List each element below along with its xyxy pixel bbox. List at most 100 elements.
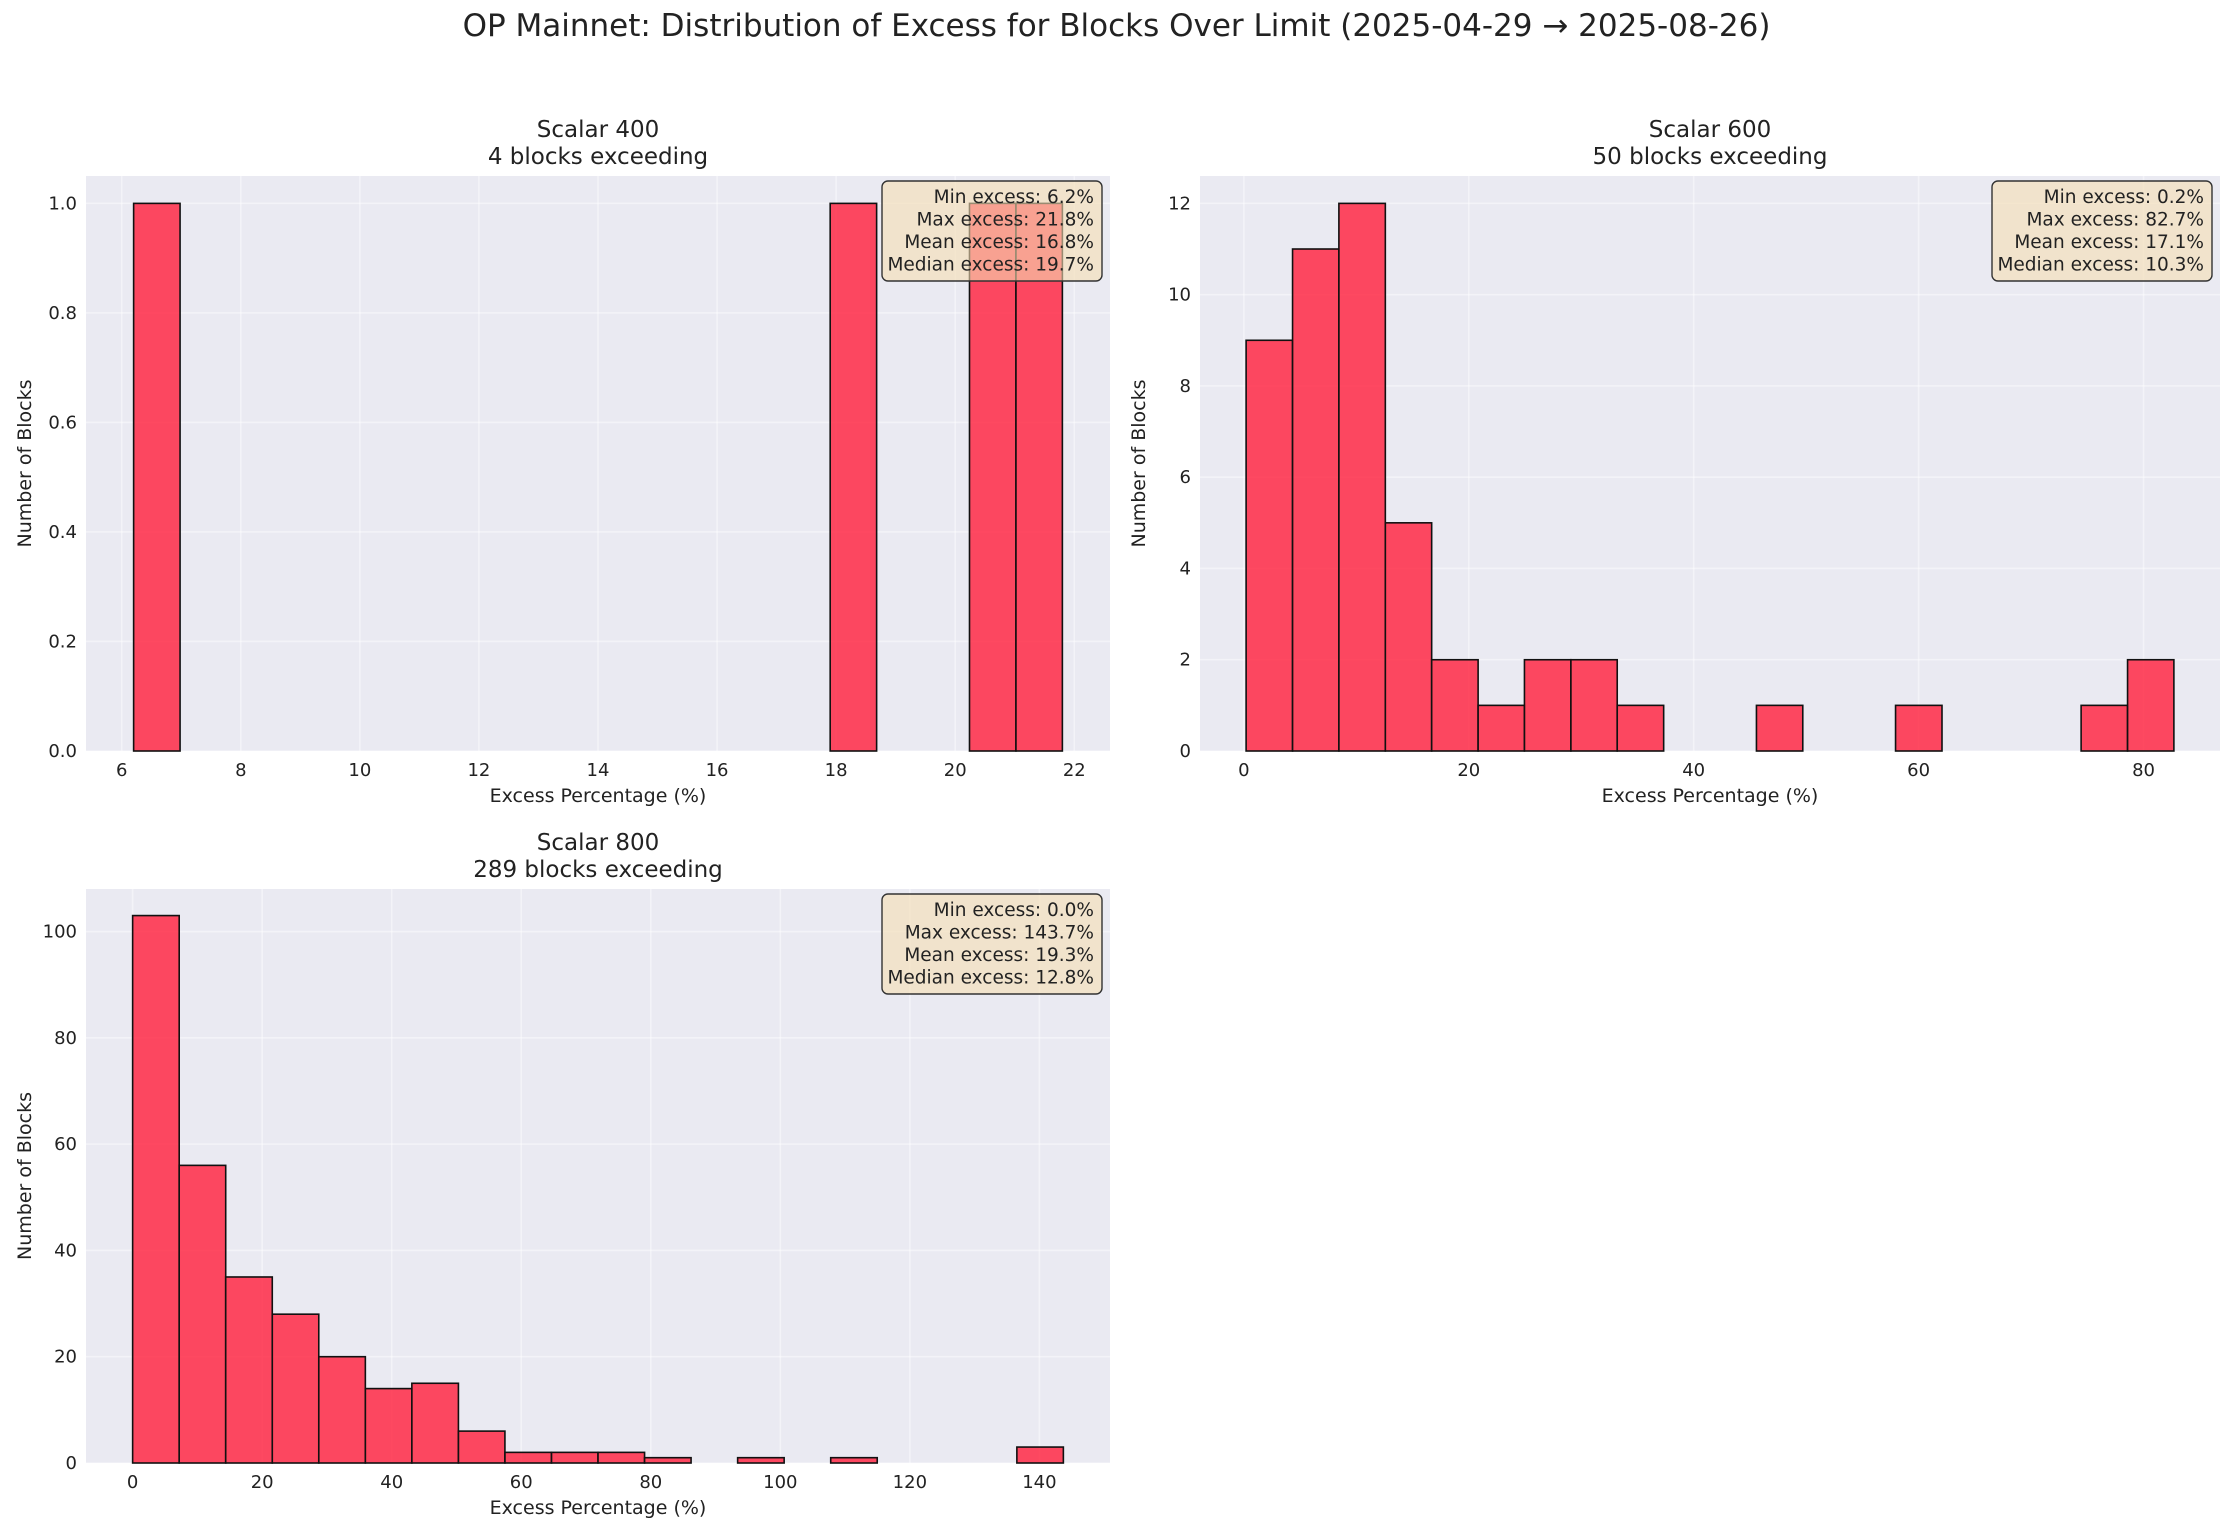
y-axis-label: Number of Blocks: [14, 379, 36, 547]
y-tick-label: 2: [1180, 650, 1191, 671]
y-tick-label: 1.0: [48, 193, 77, 214]
y-tick-label: 0: [1180, 741, 1191, 762]
x-tick-label: 0: [127, 1472, 138, 1493]
x-tick-label: 16: [706, 760, 729, 781]
histogram-bar: [1617, 705, 1663, 751]
histogram-bar: [272, 1314, 319, 1463]
x-tick-label: 60: [510, 1472, 533, 1493]
chart-title: Scalar 800: [537, 830, 660, 856]
x-tick-label: 20: [251, 1472, 274, 1493]
y-tick-label: 0.6: [48, 412, 77, 433]
histogram-bar: [1339, 203, 1385, 751]
y-tick-label: 6: [1180, 467, 1191, 488]
x-tick-label: 18: [825, 760, 848, 781]
histogram-bar: [1524, 660, 1570, 751]
y-tick-label: 80: [54, 1028, 77, 1049]
y-tick-label: 0.2: [48, 631, 77, 652]
x-axis-label: Excess Percentage (%): [1602, 785, 1819, 807]
histogram-bar: [598, 1452, 645, 1463]
y-tick-label: 40: [54, 1240, 77, 1261]
stats-line: Mean excess: 17.1%: [2014, 232, 2204, 253]
y-tick-label: 0: [66, 1453, 77, 1474]
x-tick-label: 6: [116, 760, 127, 781]
x-axis-label: Excess Percentage (%): [490, 785, 707, 807]
x-tick-label: 60: [1907, 760, 1930, 781]
chart-subtitle: 4 blocks exceeding: [488, 144, 708, 170]
chart-subtitle: 289 blocks exceeding: [473, 857, 723, 883]
y-tick-label: 100: [43, 922, 77, 943]
x-tick-label: 8: [235, 760, 246, 781]
x-tick-label: 22: [1063, 760, 1086, 781]
x-tick-label: 140: [1022, 1472, 1056, 1493]
chart-panel-1: 6 8 10 12 14 16 18 20 22 0.0 0.2 0.4 0.6 0.8 1.0 Excess…: [14, 117, 1110, 807]
histogram-bar: [738, 1458, 785, 1463]
x-tick-label: 80: [2132, 760, 2155, 781]
histogram-bar: [1385, 523, 1431, 751]
histogram-bar: [1016, 203, 1062, 751]
stats-line: Max excess: 143.7%: [905, 923, 1094, 944]
chart-panel-3: 0 20 40 60 80 100 120 140 0 20 40 60 80 100 Excess Per…: [14, 830, 1110, 1519]
x-tick-label: 40: [380, 1472, 403, 1493]
x-tick-label: 80: [639, 1472, 662, 1493]
x-tick-label: 14: [587, 760, 610, 781]
histogram-bar: [179, 1165, 226, 1463]
histogram-bar: [133, 916, 180, 1463]
histogram-bar: [505, 1452, 552, 1463]
histogram-bar: [319, 1357, 366, 1463]
histogram-bar: [365, 1389, 412, 1463]
y-tick-label: 60: [54, 1134, 77, 1155]
x-tick-label: 0: [1238, 760, 1249, 781]
y-tick-label: 12: [1168, 193, 1191, 214]
histogram-bar: [2128, 660, 2174, 751]
y-tick-label: 4: [1180, 558, 1191, 579]
stats-line: Min excess: 0.2%: [2044, 187, 2204, 208]
stats-line: Max excess: 82.7%: [2026, 210, 2204, 231]
histogram-bar: [134, 203, 180, 751]
x-axis-label: Excess Percentage (%): [490, 1497, 707, 1519]
stats-line: Median excess: 12.8%: [887, 968, 1094, 989]
y-tick-label: 10: [1168, 285, 1191, 306]
histogram-bar: [1246, 340, 1292, 751]
y-axis-label: Number of Blocks: [14, 1092, 36, 1260]
x-tick-label: 20: [1457, 760, 1480, 781]
histogram-bar: [412, 1383, 459, 1463]
stats-line: Median excess: 10.3%: [1997, 255, 2204, 276]
chart-subtitle: 50 blocks exceeding: [1593, 144, 1828, 170]
stats-line: Median excess: 19.7%: [887, 255, 1094, 276]
histogram-bar: [1478, 705, 1524, 751]
x-tick-label: 100: [763, 1472, 797, 1493]
stats-line: Max excess: 21.8%: [916, 210, 1094, 231]
histogram-bar: [830, 203, 876, 751]
histogram-bar: [2081, 705, 2127, 751]
histogram-bar: [1432, 660, 1478, 751]
histogram-bar: [645, 1458, 692, 1463]
stats-line: Min excess: 0.0%: [934, 900, 1094, 921]
stats-line: Min excess: 6.2%: [934, 187, 1094, 208]
histogram-bar: [226, 1277, 273, 1463]
stats-line: Mean excess: 19.3%: [904, 945, 1094, 966]
histogram-bar: [458, 1431, 505, 1463]
histogram-bar: [1017, 1447, 1064, 1463]
y-tick-label: 0.8: [48, 303, 77, 324]
histogram-bar: [969, 203, 1015, 751]
chart-title: Scalar 600: [1649, 117, 1772, 143]
x-tick-label: 20: [944, 760, 967, 781]
y-tick-label: 20: [54, 1347, 77, 1368]
y-tick-label: 8: [1180, 376, 1191, 397]
y-tick-label: 0.4: [48, 522, 77, 543]
chart-panel-2: 0 20 40 60 80 0 2 4 6 8 10 12 Excess Percentage (%) N…: [1128, 117, 2220, 807]
stats-line: Mean excess: 16.8%: [904, 232, 1094, 253]
histogram-bar: [1896, 705, 1942, 751]
histogram-bar: [551, 1452, 598, 1463]
x-tick-label: 10: [348, 760, 371, 781]
histogram-bar: [1756, 705, 1802, 751]
x-tick-label: 120: [893, 1472, 927, 1493]
x-tick-label: 40: [1682, 760, 1705, 781]
histogram-bar: [1571, 660, 1617, 751]
y-axis-label: Number of Blocks: [1128, 379, 1150, 547]
y-tick-label: 0.0: [48, 741, 77, 762]
histogram-bar: [1293, 249, 1339, 751]
chart-title: Scalar 400: [537, 117, 660, 143]
x-tick-label: 12: [467, 760, 490, 781]
